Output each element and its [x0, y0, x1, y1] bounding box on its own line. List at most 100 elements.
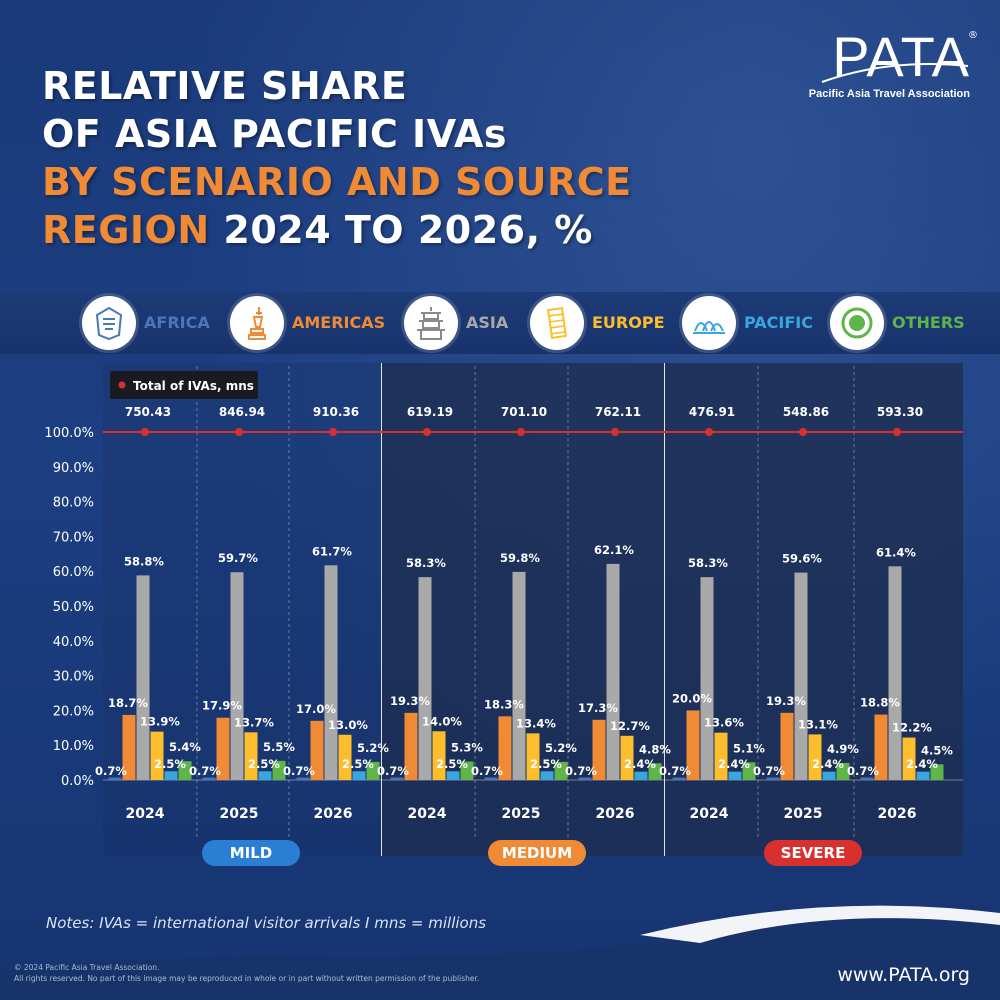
- bar-europe: [902, 737, 916, 780]
- chart-notes: Notes: IVAs = international visitor arri…: [46, 914, 487, 932]
- data-label-others: 5.1%: [733, 741, 765, 755]
- panel-divider-1: [381, 363, 382, 856]
- data-label-europe: 12.7%: [610, 719, 650, 733]
- data-label-pacific: 2.4%: [812, 757, 844, 771]
- bar-americas: [404, 712, 418, 780]
- bar-americas: [122, 714, 136, 780]
- data-label-others: 4.9%: [827, 742, 859, 756]
- bar-pacific: [164, 771, 178, 780]
- data-label-pacific: 2.5%: [342, 757, 374, 771]
- data-label-europe: 13.9%: [140, 715, 180, 729]
- total-value-label: 750.43: [125, 405, 171, 419]
- y-tick-label: 60.0%: [53, 565, 94, 580]
- total-legend-marker: [118, 381, 126, 389]
- data-label-americas: 19.3%: [390, 694, 430, 708]
- bar-asia: [136, 575, 150, 780]
- bar-americas: [592, 719, 606, 780]
- bar-pacific: [916, 771, 930, 780]
- x-tick-label-year: 2024: [408, 806, 447, 822]
- x-tick-label-year: 2025: [502, 806, 541, 822]
- page-title: RELATIVE SHARE OF ASIA PACIFIC IVAs BY S…: [42, 62, 632, 254]
- bar-asia: [230, 572, 244, 780]
- data-label-others: 5.2%: [357, 741, 389, 755]
- total-point: [141, 428, 149, 436]
- bar-pacific: [446, 771, 460, 780]
- bar-africa: [202, 777, 216, 780]
- scenario-label-mild: MILD: [202, 840, 300, 866]
- y-tick-label: 90.0%: [53, 461, 94, 476]
- leaning-tower-icon: [530, 296, 584, 350]
- total-point: [705, 428, 713, 436]
- bar-europe: [526, 733, 540, 780]
- scenario-label-medium: MEDIUM: [488, 840, 586, 866]
- total-value-label: 701.10: [501, 405, 547, 419]
- bar-americas: [310, 720, 324, 780]
- data-label-pacific: 2.5%: [530, 757, 562, 771]
- bar-africa: [578, 777, 592, 780]
- data-label-europe: 13.1%: [798, 717, 838, 731]
- data-label-asia: 58.8%: [124, 554, 164, 568]
- bar-others: [742, 762, 756, 780]
- pata-logo[interactable]: PATA ® Pacific Asia Travel Association: [809, 26, 978, 106]
- scenario-label-severe: SEVERE: [764, 840, 862, 866]
- data-label-africa: 0.7%: [189, 764, 221, 778]
- bar-asia: [324, 565, 338, 780]
- data-label-africa: 0.7%: [471, 764, 503, 778]
- total-point: [423, 428, 431, 436]
- target-circle-icon: [830, 296, 884, 350]
- data-label-europe: 13.6%: [704, 716, 744, 730]
- bar-pacific: [540, 771, 554, 780]
- y-tick-label: 50.0%: [53, 600, 94, 615]
- x-tick-label-year: 2024: [126, 806, 165, 822]
- bar-europe: [338, 734, 352, 780]
- legend-label-europe: EUROPE: [592, 313, 665, 332]
- title-line-4-white: 2024 TO 2026, %: [223, 208, 593, 252]
- data-label-others: 4.8%: [639, 742, 671, 756]
- legend-label-pacific: PACIFIC: [744, 313, 813, 332]
- total-value-label: 548.86: [783, 405, 829, 419]
- bar-africa: [108, 777, 122, 780]
- total-point: [329, 428, 337, 436]
- bar-asia: [794, 572, 808, 780]
- region-legend: AFRICA AMERICAS ASIA EUROPE PACIFIC OTHE…: [0, 292, 1000, 354]
- total-value-label: 762.11: [595, 405, 641, 419]
- data-label-pacific: 2.4%: [624, 757, 656, 771]
- data-label-pacific: 2.5%: [248, 757, 280, 771]
- y-tick-label: 70.0%: [53, 530, 94, 545]
- bar-europe: [432, 731, 446, 780]
- total-point: [517, 428, 525, 436]
- bar-americas: [780, 712, 794, 780]
- bar-others: [178, 761, 192, 780]
- bar-americas: [216, 717, 230, 780]
- pagoda-icon: [404, 296, 458, 350]
- x-tick-label-year: 2026: [878, 806, 917, 822]
- statue-of-liberty-icon: [230, 296, 284, 350]
- bar-europe: [244, 732, 258, 780]
- copyright-line-2: All rights reserved. No part of this ima…: [14, 974, 480, 983]
- data-label-americas: 17.0%: [296, 702, 336, 716]
- pharaoh-mask-icon: [82, 296, 136, 350]
- y-tick-label: 30.0%: [53, 670, 94, 685]
- data-label-africa: 0.7%: [283, 764, 315, 778]
- bar-pacific: [352, 771, 366, 780]
- data-label-asia: 59.8%: [500, 551, 540, 565]
- website-link[interactable]: www.PATA.org: [837, 964, 970, 986]
- bar-pacific: [728, 771, 742, 780]
- bar-asia: [418, 577, 432, 780]
- data-label-americas: 18.7%: [108, 696, 148, 710]
- total-value-label: 593.30: [877, 405, 923, 419]
- y-tick-label: 40.0%: [53, 635, 94, 650]
- data-label-africa: 0.7%: [377, 764, 409, 778]
- bar-africa: [390, 777, 404, 780]
- data-label-americas: 19.3%: [766, 694, 806, 708]
- total-point: [893, 428, 901, 436]
- data-label-europe: 13.0%: [328, 718, 368, 732]
- data-label-asia: 58.3%: [406, 556, 446, 570]
- bar-asia: [888, 566, 902, 780]
- data-label-pacific: 2.5%: [154, 757, 186, 771]
- bar-others: [554, 761, 568, 780]
- bar-europe: [150, 731, 164, 780]
- total-legend-box: [110, 371, 258, 399]
- bar-americas: [686, 710, 700, 780]
